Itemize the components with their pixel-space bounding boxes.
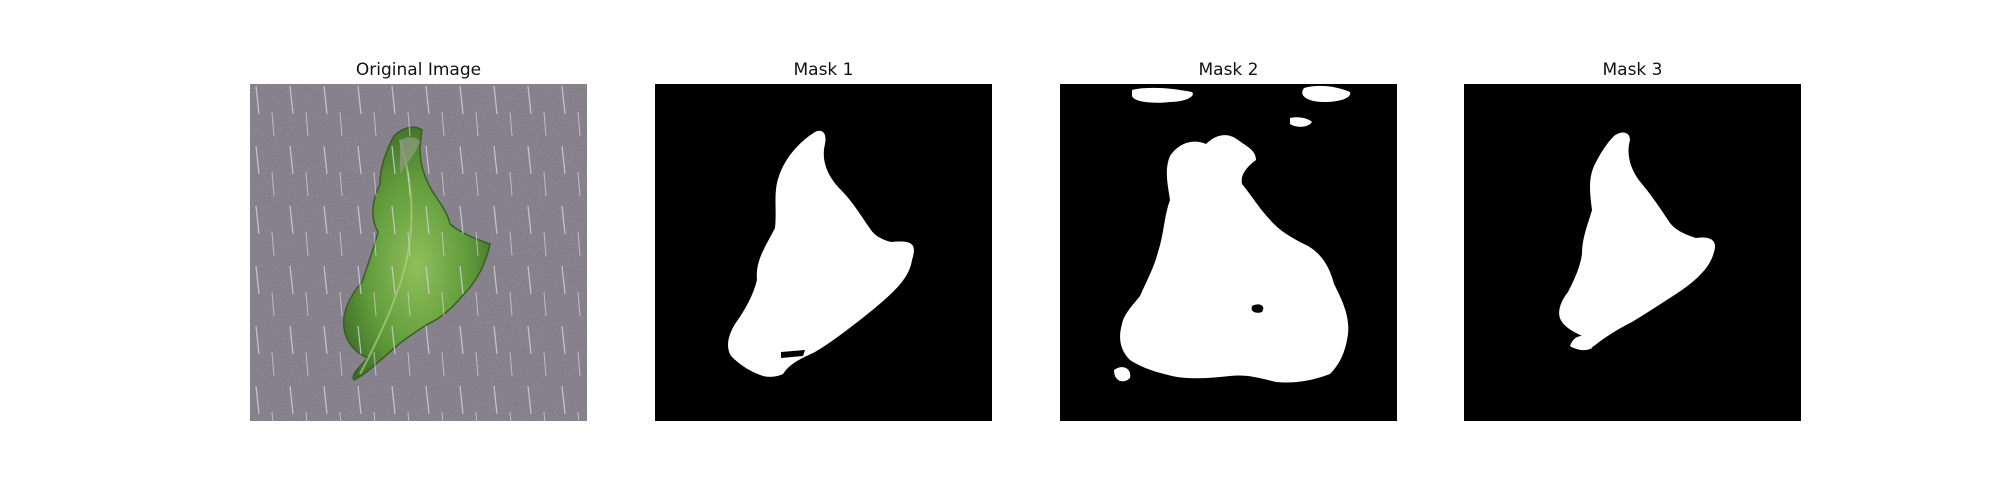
panel-title-mask-1: Mask 1 xyxy=(793,60,854,80)
panel-title-original: Original Image xyxy=(355,60,482,80)
panel-title-mask-2: Mask 2 xyxy=(1198,60,1259,80)
mask-1-image xyxy=(655,84,992,421)
panel-mask-1: Mask 1 xyxy=(655,56,992,421)
panel-title-mask-3: Mask 3 xyxy=(1602,60,1663,80)
panel-original: Original Image xyxy=(250,56,587,421)
panel-mask-3: Mask 3 xyxy=(1464,56,1801,421)
mask-3-image xyxy=(1464,84,1801,421)
original-leaf-image xyxy=(250,84,587,421)
mask-2-image xyxy=(1060,84,1397,421)
panel-mask-2: Mask 2 xyxy=(1060,56,1397,421)
